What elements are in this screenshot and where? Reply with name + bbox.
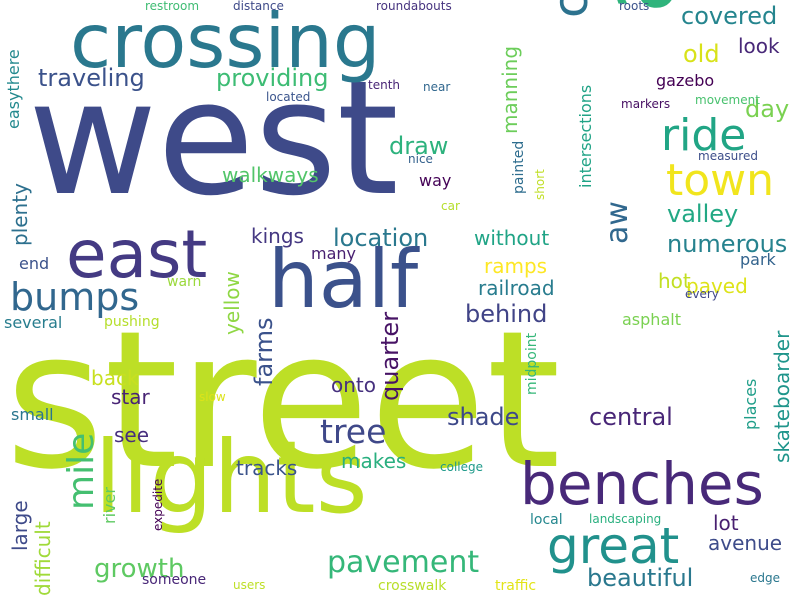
word-pushing: pushing (104, 314, 160, 330)
word-asphalt: asphalt (622, 310, 681, 329)
word-traveling: traveling (38, 64, 145, 92)
word-every: every (685, 287, 719, 301)
word-valley: valley (667, 200, 739, 228)
word-way: way (419, 171, 452, 190)
word-lights: lights (94, 419, 368, 536)
word-central: central (589, 403, 673, 431)
word-near: near (423, 80, 451, 94)
word-difficult: difficult (31, 521, 55, 596)
word-covered: covered (681, 2, 778, 30)
word-someone: someone (142, 572, 207, 588)
word-farms: farms (250, 317, 278, 386)
word-west: west (28, 47, 399, 231)
word-makes: makes (341, 449, 407, 473)
word-measured: measured (698, 149, 758, 163)
word-railroad: railroad (478, 276, 555, 300)
word-beautiful: beautiful (587, 564, 694, 592)
word-nice: nice (408, 152, 433, 166)
word-markers: markers (621, 97, 671, 111)
word-mile: mile (61, 432, 102, 510)
word-kings: kings (251, 224, 304, 248)
word-quarter: quarter (376, 311, 404, 401)
word-large: large (8, 500, 32, 551)
word-tracks: tracks (236, 456, 298, 480)
word-warn: warn (167, 274, 202, 290)
word-painted: painted (511, 140, 527, 194)
word-great: great (547, 517, 680, 575)
word-roundabouts: roundabouts (376, 0, 452, 13)
word-old: old (683, 40, 720, 68)
word-small: small (11, 405, 54, 424)
word-college: college (440, 460, 483, 474)
word-slow: slow (199, 390, 226, 404)
word-crossing: crossing (70, 0, 381, 85)
word-short: short (533, 169, 547, 200)
word-river: river (100, 487, 119, 524)
word-expedite: expedite (151, 478, 165, 531)
word-ride: ride (661, 110, 747, 161)
word-draw: draw (389, 132, 449, 160)
word-park: park (740, 250, 776, 269)
word-paved: paved (686, 274, 748, 298)
word-traffic: traffic (495, 578, 537, 594)
word-growth: growth (94, 554, 185, 584)
word-star: star (111, 385, 150, 409)
word-east: east (66, 216, 208, 293)
word-skateboarder: skateboarder (770, 330, 794, 463)
word-lot: lot (713, 511, 739, 535)
word-movement: movement (695, 93, 760, 107)
word-intersections: intersections (576, 84, 595, 188)
word-benches: benches (520, 450, 764, 518)
word-aw: aw (600, 201, 635, 244)
word-edge: edge (750, 571, 780, 585)
word-tree: tree (320, 412, 387, 451)
word-location: location (333, 224, 429, 252)
word-shade: shade (447, 403, 520, 431)
word-manning: manning (498, 45, 522, 134)
word-several: several (4, 313, 63, 332)
word-walkways: walkways (222, 163, 319, 187)
word-onto: onto (331, 373, 376, 397)
word-distance: distance (233, 0, 284, 13)
word-behind: behind (465, 300, 548, 328)
word-gazebo: gazebo (656, 71, 715, 90)
word-street: street (5, 290, 561, 511)
word-roots: roots (619, 0, 650, 13)
word-ramps: ramps (484, 254, 548, 278)
word-town: town (666, 155, 775, 206)
word-users: users (233, 578, 266, 592)
word-bumps: bumps (10, 275, 140, 319)
word-day: day (745, 95, 790, 123)
word-yellow: yellow (220, 271, 244, 335)
word-pavement: pavement (327, 545, 480, 580)
word-places: places (741, 378, 760, 430)
word-easythere: easythere (4, 49, 23, 129)
word-tenth: tenth (368, 78, 401, 92)
word-restroom: restroom (145, 0, 200, 13)
word-crosswalk: crosswalk (378, 578, 447, 594)
word-end: end (19, 254, 50, 273)
word-without: without (474, 226, 550, 250)
word-half: half (268, 233, 419, 326)
word-located: located (266, 90, 311, 104)
word-many: many (311, 244, 356, 263)
word-plenty: plenty (8, 183, 32, 246)
word-providing: providing (216, 64, 329, 92)
word-see: see (114, 423, 150, 447)
word-car: car (441, 199, 460, 213)
word-midpoint: midpoint (524, 332, 540, 395)
word-avenue: avenue (708, 531, 783, 555)
word-look: look (738, 34, 780, 58)
word-numerous: numerous (667, 230, 788, 258)
word-landscaping: landscaping (589, 512, 662, 526)
word-crosses: crosses (543, 0, 599, 18)
word-local: local (530, 512, 563, 528)
word-back: back (91, 366, 139, 390)
word-hot: hot (658, 269, 691, 293)
